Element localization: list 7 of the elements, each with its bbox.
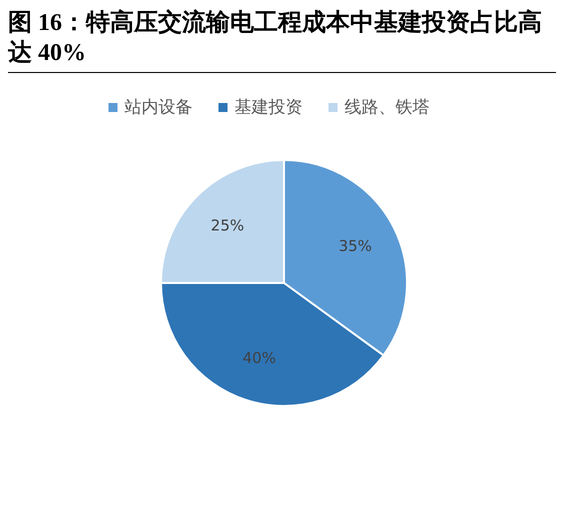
legend-label: 站内设备 [124, 98, 192, 118]
data-label: 40% [242, 349, 276, 368]
legend-label: 基建投资 [234, 98, 302, 118]
legend-label: 线路、铁塔 [344, 98, 430, 118]
chart-title: 图 16：特高压交流输电工程成本中基建投资占比高达 40% [8, 8, 556, 73]
data-label: 35% [338, 236, 372, 255]
data-label: 25% [210, 216, 244, 235]
